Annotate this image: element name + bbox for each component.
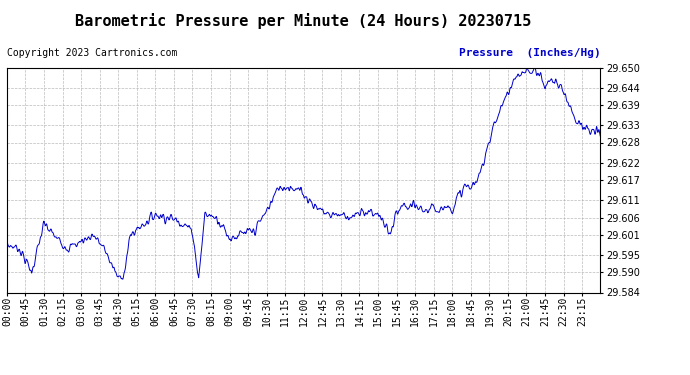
Text: Barometric Pressure per Minute (24 Hours) 20230715: Barometric Pressure per Minute (24 Hours…: [75, 13, 532, 29]
Text: Copyright 2023 Cartronics.com: Copyright 2023 Cartronics.com: [7, 48, 177, 58]
Text: Pressure  (Inches/Hg): Pressure (Inches/Hg): [459, 48, 600, 58]
